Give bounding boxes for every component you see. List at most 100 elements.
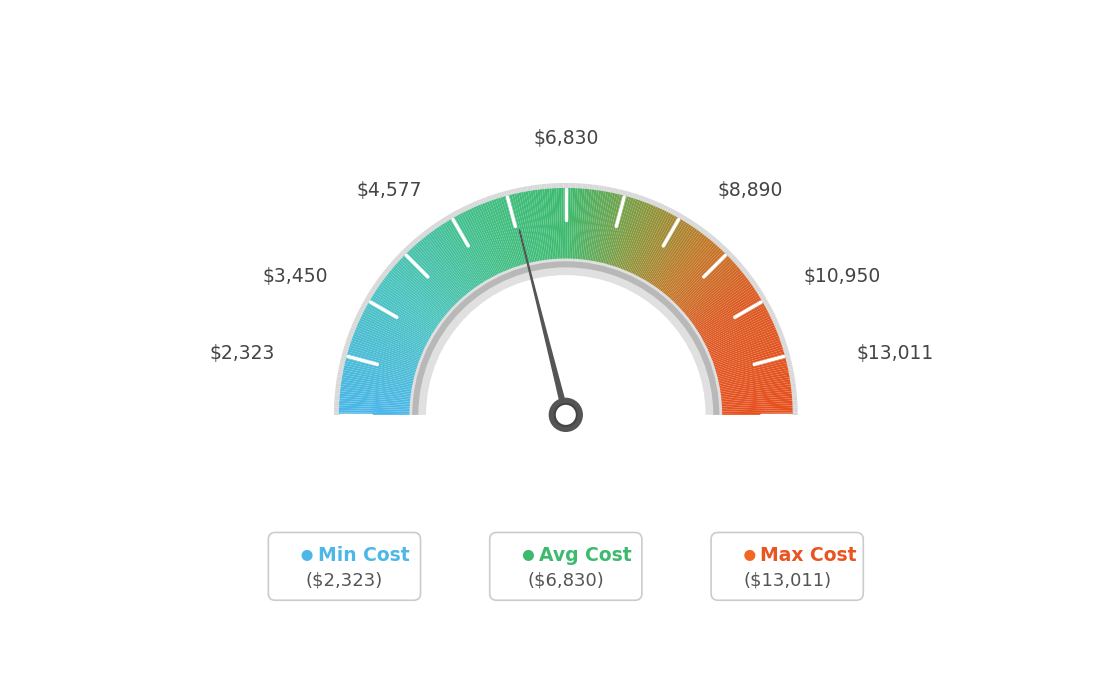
Wedge shape (684, 268, 741, 316)
Wedge shape (712, 338, 781, 364)
Wedge shape (465, 205, 469, 210)
Wedge shape (587, 184, 590, 189)
Wedge shape (496, 198, 520, 268)
Wedge shape (336, 388, 340, 391)
Wedge shape (355, 314, 361, 318)
Wedge shape (789, 374, 795, 377)
Wedge shape (374, 282, 380, 287)
Wedge shape (561, 183, 563, 188)
Wedge shape (721, 408, 793, 412)
Wedge shape (534, 185, 538, 190)
Wedge shape (350, 342, 418, 367)
Wedge shape (440, 224, 481, 286)
Wedge shape (636, 213, 671, 277)
Wedge shape (688, 276, 746, 321)
Wedge shape (604, 186, 607, 192)
Wedge shape (333, 413, 339, 415)
Wedge shape (711, 236, 715, 241)
Wedge shape (460, 213, 496, 277)
Wedge shape (598, 193, 615, 264)
Wedge shape (681, 263, 736, 313)
Wedge shape (617, 201, 643, 269)
Wedge shape (701, 228, 705, 234)
Wedge shape (787, 364, 793, 368)
Wedge shape (343, 346, 349, 349)
Wedge shape (719, 380, 790, 392)
Wedge shape (703, 230, 708, 235)
Wedge shape (639, 215, 676, 279)
Wedge shape (644, 218, 681, 282)
Wedge shape (478, 199, 482, 205)
Wedge shape (353, 321, 359, 325)
Wedge shape (771, 314, 776, 318)
Wedge shape (721, 413, 793, 415)
Wedge shape (634, 194, 637, 199)
Wedge shape (339, 408, 411, 412)
Wedge shape (793, 403, 797, 405)
Wedge shape (362, 301, 368, 306)
Wedge shape (594, 185, 597, 190)
Wedge shape (474, 201, 478, 206)
Wedge shape (357, 325, 424, 355)
Wedge shape (524, 186, 528, 192)
Wedge shape (450, 218, 488, 282)
Wedge shape (431, 231, 475, 290)
Wedge shape (399, 253, 404, 258)
Wedge shape (339, 401, 411, 406)
Wedge shape (719, 382, 790, 394)
Wedge shape (577, 184, 581, 188)
Wedge shape (428, 233, 474, 291)
Wedge shape (645, 197, 649, 203)
Wedge shape (756, 288, 762, 293)
Wedge shape (712, 340, 781, 366)
Wedge shape (721, 246, 726, 251)
Wedge shape (497, 193, 500, 198)
Wedge shape (613, 188, 616, 193)
Wedge shape (341, 380, 413, 392)
Wedge shape (546, 184, 549, 189)
Wedge shape (474, 206, 505, 273)
Wedge shape (335, 400, 339, 403)
Wedge shape (749, 277, 753, 282)
Wedge shape (528, 190, 542, 262)
Wedge shape (467, 210, 500, 275)
Wedge shape (744, 270, 749, 276)
Wedge shape (718, 373, 789, 387)
Wedge shape (618, 201, 645, 270)
Wedge shape (662, 237, 709, 295)
Wedge shape (726, 251, 732, 256)
Wedge shape (669, 246, 720, 301)
Wedge shape (556, 188, 561, 260)
Wedge shape (523, 192, 539, 263)
Wedge shape (421, 239, 468, 295)
Text: Max Cost: Max Cost (761, 546, 857, 565)
Wedge shape (434, 228, 477, 288)
Wedge shape (718, 370, 788, 386)
Wedge shape (776, 327, 782, 331)
Wedge shape (686, 270, 742, 317)
Wedge shape (625, 205, 654, 272)
Wedge shape (343, 348, 349, 352)
Wedge shape (686, 218, 690, 224)
Wedge shape (380, 284, 439, 326)
Wedge shape (758, 293, 764, 297)
Wedge shape (625, 191, 628, 197)
Wedge shape (452, 212, 456, 217)
Wedge shape (608, 187, 612, 193)
Wedge shape (491, 200, 517, 268)
Wedge shape (401, 258, 454, 309)
Wedge shape (688, 219, 692, 224)
Wedge shape (710, 331, 777, 359)
Wedge shape (340, 391, 412, 400)
Wedge shape (720, 398, 793, 405)
Wedge shape (372, 295, 434, 335)
Wedge shape (407, 251, 458, 304)
Wedge shape (343, 366, 415, 383)
Polygon shape (519, 230, 569, 415)
Wedge shape (375, 281, 381, 286)
Wedge shape (522, 186, 526, 192)
Wedge shape (342, 373, 414, 387)
Wedge shape (631, 193, 635, 198)
Wedge shape (703, 310, 768, 344)
Wedge shape (544, 189, 553, 261)
